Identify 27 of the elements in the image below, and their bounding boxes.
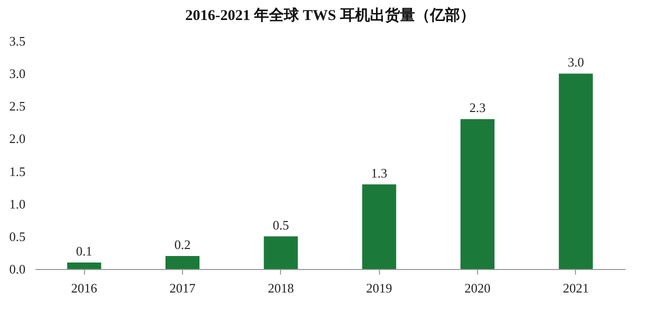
x-tick-label: 2016: [71, 280, 98, 296]
x-tick-label: 2021: [562, 280, 589, 296]
bar: [460, 119, 494, 269]
data-label: 2.3: [469, 100, 486, 116]
y-tick-label: 0.0: [9, 262, 26, 276]
y-tick-label: 1.0: [9, 196, 26, 212]
bar: [67, 262, 102, 269]
y-tick-label: 0.5: [9, 228, 26, 244]
x-tick-label: 2017: [170, 280, 196, 296]
data-label: 0.1: [76, 243, 92, 258]
bar: [558, 74, 593, 269]
chart-title: 2016-2021 年全球 TWS 耳机出货量（亿部）: [185, 6, 475, 24]
data-label: 1.3: [371, 165, 388, 180]
y-tick-label: 3.0: [9, 66, 26, 82]
y-tick-label: 2.5: [9, 98, 26, 114]
data-label: 3.0: [568, 54, 584, 70]
bar: [166, 256, 200, 269]
x-tick-label: 2019: [366, 280, 392, 296]
x-tick-label: 2018: [268, 280, 294, 296]
y-tick-label: 2.0: [9, 131, 26, 146]
y-tick-label: 1.5: [9, 164, 26, 179]
data-label: 0.5: [272, 217, 289, 232]
bar: [362, 184, 396, 269]
y-tick-label: 3.5: [9, 34, 26, 48]
data-label: 0.2: [174, 236, 191, 252]
bar: [264, 236, 298, 269]
x-tick-label: 2020: [464, 280, 490, 296]
